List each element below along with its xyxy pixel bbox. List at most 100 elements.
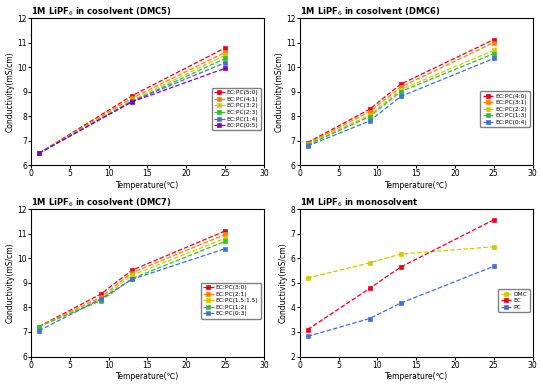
EC:PC(3:0) — [36, 324, 42, 329]
EC:PC(3:2) — [222, 53, 228, 58]
EC:PC(2:2) — [490, 48, 497, 53]
Line: EC:PC(0:4): EC:PC(0:4) — [306, 57, 496, 148]
EC:PC(0:3) — [129, 277, 135, 282]
EC:PC(1:2) — [129, 276, 135, 281]
EC:PC(3:0) — [98, 292, 104, 296]
Line: EC:PC(1:3): EC:PC(1:3) — [306, 52, 496, 147]
EC:PC(1:3) — [397, 89, 404, 94]
EC — [304, 327, 311, 332]
X-axis label: Temperature(℃): Temperature(℃) — [116, 372, 179, 382]
EC:PC(1.5:1.5) — [222, 236, 228, 241]
EC:PC(4:0) — [304, 140, 311, 145]
Line: PC: PC — [306, 265, 496, 338]
PC — [304, 334, 311, 339]
EC:PC(0:3) — [36, 329, 42, 333]
EC:PC(3:0) — [222, 229, 228, 233]
Line: EC: EC — [306, 218, 496, 331]
EC:PC(4:1) — [36, 151, 42, 156]
PC — [490, 264, 497, 269]
EC:PC(1:3) — [367, 114, 373, 119]
EC:PC(3:1) — [304, 141, 311, 146]
Text: 1M LiPF$_6$ in cosolvent (DMC7): 1M LiPF$_6$ in cosolvent (DMC7) — [31, 197, 172, 209]
EC:PC(2:3) — [129, 99, 135, 104]
EC:PC(0:3) — [222, 247, 228, 251]
EC:PC(0:5) — [129, 99, 135, 104]
DMC — [304, 276, 311, 281]
EC:PC(1:2) — [222, 239, 228, 244]
EC:PC(4:1) — [129, 96, 135, 101]
EC:PC(5:0) — [129, 93, 135, 98]
EC:PC(0:4) — [397, 94, 404, 99]
EC — [367, 286, 373, 291]
EC:PC(2:2) — [397, 87, 404, 92]
DMC — [367, 260, 373, 265]
EC:PC(5:0) — [36, 151, 42, 156]
EC:PC(0:4) — [490, 56, 497, 61]
EC:PC(4:1) — [222, 50, 228, 55]
Legend: EC:PC(3:0), EC:PC(2:1), EC:PC(1.5:1.5), EC:PC(1:2), EC:PC(0:3): EC:PC(3:0), EC:PC(2:1), EC:PC(1.5:1.5), … — [201, 283, 261, 319]
X-axis label: Temperature(℃): Temperature(℃) — [116, 181, 179, 190]
EC:PC(1.5:1.5) — [98, 296, 104, 301]
EC:PC(1:4) — [222, 60, 228, 65]
EC — [397, 265, 404, 269]
EC:PC(1:2) — [36, 324, 42, 329]
Legend: EC:PC(5:0), EC:PC(4:1), EC:PC(3:2), EC:PC(2:3), EC:PC(1:4), EC:PC(0:5): EC:PC(5:0), EC:PC(4:1), EC:PC(3:2), EC:P… — [212, 88, 261, 130]
EC:PC(2:1) — [36, 324, 42, 329]
EC:PC(1.5:1.5) — [36, 324, 42, 329]
EC:PC(0:4) — [367, 119, 373, 123]
EC:PC(3:2) — [36, 151, 42, 156]
Line: EC:PC(1:4): EC:PC(1:4) — [37, 61, 227, 155]
EC:PC(0:3) — [98, 296, 104, 301]
Line: EC:PC(0:5): EC:PC(0:5) — [37, 67, 227, 155]
Legend: EC:PC(4:0), EC:PC(3:1), EC:PC(2:2), EC:PC(1:3), EC:PC(0:4): EC:PC(4:0), EC:PC(3:1), EC:PC(2:2), EC:P… — [481, 91, 529, 127]
Line: EC:PC(2:1): EC:PC(2:1) — [37, 233, 227, 328]
EC:PC(2:1) — [98, 295, 104, 300]
EC:PC(0:5) — [36, 151, 42, 156]
Line: EC:PC(4:1): EC:PC(4:1) — [37, 51, 227, 155]
Line: EC:PC(3:0): EC:PC(3:0) — [37, 229, 227, 328]
EC:PC(5:0) — [222, 46, 228, 50]
Line: EC:PC(2:2): EC:PC(2:2) — [306, 49, 496, 146]
Line: EC:PC(1.5:1.5): EC:PC(1.5:1.5) — [37, 237, 227, 328]
EC:PC(2:2) — [304, 142, 311, 147]
PC — [397, 301, 404, 305]
Text: 1M LiPF$_6$ in cosolvent (DMC5): 1M LiPF$_6$ in cosolvent (DMC5) — [31, 5, 172, 18]
PC — [367, 316, 373, 321]
EC:PC(4:0) — [367, 107, 373, 111]
Line: DMC: DMC — [306, 245, 496, 280]
EC:PC(4:0) — [397, 82, 404, 87]
EC:PC(1:4) — [36, 151, 42, 156]
EC:PC(3:1) — [367, 110, 373, 114]
EC:PC(1:4) — [129, 99, 135, 104]
Line: EC:PC(3:1): EC:PC(3:1) — [306, 41, 496, 145]
Y-axis label: Conductivity(mS/cm): Conductivity(mS/cm) — [279, 243, 288, 323]
EC:PC(0:5) — [222, 66, 228, 70]
Text: 1M LiPF$_6$ in monosolvent: 1M LiPF$_6$ in monosolvent — [300, 197, 419, 209]
EC:PC(3:0) — [129, 268, 135, 272]
EC:PC(3:1) — [397, 85, 404, 89]
DMC — [490, 245, 497, 249]
Y-axis label: Conductivity(mS/cm): Conductivity(mS/cm) — [5, 51, 15, 132]
EC:PC(4:0) — [490, 37, 497, 42]
EC:PC(1:3) — [304, 143, 311, 147]
Y-axis label: Conductivity(mS/cm): Conductivity(mS/cm) — [5, 243, 15, 323]
Y-axis label: Conductivity(mS/cm): Conductivity(mS/cm) — [274, 51, 283, 132]
Line: EC:PC(4:0): EC:PC(4:0) — [306, 38, 496, 144]
X-axis label: Temperature(℃): Temperature(℃) — [384, 372, 448, 382]
Text: 1M LiPF$_6$ in cosolvent (DMC6): 1M LiPF$_6$ in cosolvent (DMC6) — [300, 5, 440, 18]
Line: EC:PC(2:3): EC:PC(2:3) — [37, 57, 227, 155]
EC:PC(1:2) — [98, 298, 104, 303]
Line: EC:PC(3:2): EC:PC(3:2) — [37, 53, 227, 155]
EC:PC(2:2) — [367, 113, 373, 117]
EC:PC(2:3) — [222, 56, 228, 61]
Line: EC:PC(1:2): EC:PC(1:2) — [37, 240, 227, 328]
EC:PC(3:2) — [129, 98, 135, 103]
EC:PC(2:1) — [129, 271, 135, 275]
Line: EC:PC(0:3): EC:PC(0:3) — [37, 247, 227, 332]
EC:PC(2:1) — [222, 232, 228, 237]
Legend: DMC, EC, PC: DMC, EC, PC — [498, 289, 529, 312]
Line: EC:PC(5:0): EC:PC(5:0) — [37, 46, 227, 155]
EC:PC(3:1) — [490, 40, 497, 45]
EC:PC(1:3) — [490, 51, 497, 56]
X-axis label: Temperature(℃): Temperature(℃) — [384, 181, 448, 190]
